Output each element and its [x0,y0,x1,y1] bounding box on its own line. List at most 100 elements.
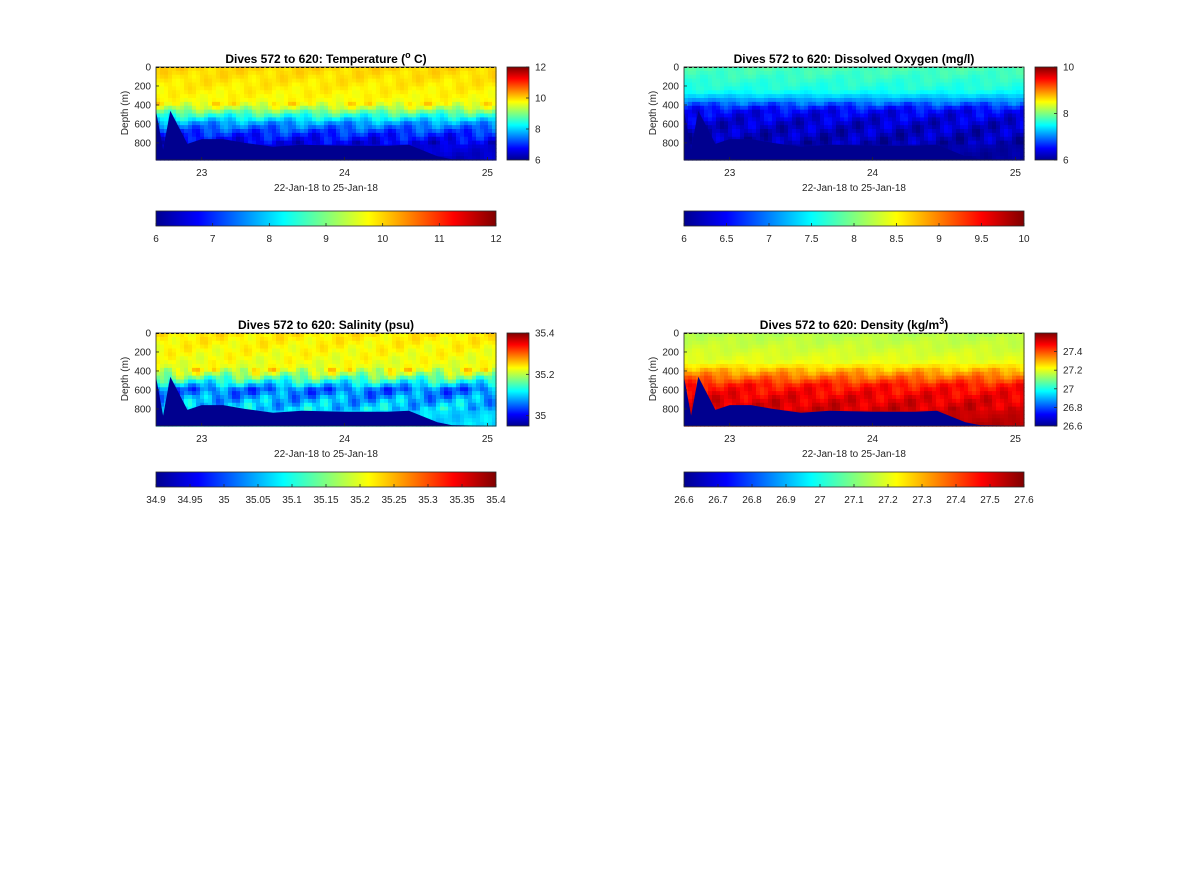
heatmap-cell [344,67,349,72]
heatmap-cell [1016,113,1021,118]
heatmap-cell [488,94,493,99]
heatmap-cell [268,117,273,122]
heatmap-cell [940,109,945,115]
heatmap-cell [776,90,781,95]
heatmap-cell [196,387,201,392]
heatmap-cell [160,129,165,134]
heatmap-cell [268,371,273,377]
heatmap-cell [876,70,881,76]
heatmap-cell [488,117,493,122]
heatmap-cell [288,109,293,115]
heatmap-cell [448,129,453,134]
heatmap-cell [940,94,945,99]
heatmap-cell [896,74,901,80]
heatmap-cell [760,132,765,138]
heatmap-cell [356,129,361,134]
heatmap-cell [772,82,777,87]
heatmap-cell [404,140,409,146]
heatmap-cell [260,82,265,87]
heatmap-cell [864,140,869,146]
heatmap-cell [284,125,289,130]
heatmap-cell [268,94,273,99]
heatmap-cell [168,67,173,72]
heatmap-cell [356,113,361,118]
heatmap-cell [172,371,177,377]
heatmap-cell [428,140,433,146]
heatmap-cell [820,78,825,84]
heatmap-cell [868,136,873,142]
heatmap-cell [180,98,185,103]
heatmap-cell [768,67,773,72]
heatmap-cell [912,113,917,118]
heatmap-cell [288,379,293,384]
heatmap-cell [968,129,973,134]
heatmap-cell [252,105,257,111]
heatmap-cell [1000,132,1005,138]
heatmap-cell [252,356,257,361]
heatmap-cell [324,105,329,111]
heatmap-cell [160,379,165,384]
heatmap-cell [244,78,249,84]
heatmap-cell [292,136,297,142]
heatmap-cell [880,78,885,84]
heatmap-cell [212,364,217,369]
side-colorbar-tick-label: 6 [1063,156,1069,167]
heatmap-cell [988,109,993,115]
heatmap-cell [964,86,969,91]
heatmap-cell [216,129,221,134]
heatmap-cell [444,129,449,134]
heatmap-cell [452,105,457,111]
heatmap-cell [732,132,737,138]
x-axis-label: 22-Jan-18 to 25-Jan-18 [274,183,378,194]
heatmap-cell [916,129,921,134]
heatmap-cell [228,367,233,373]
heatmap-cell [812,86,817,91]
heatmap-cell [284,105,289,111]
heatmap-cell [952,105,957,111]
heatmap-cell [164,86,169,91]
heatmap-cell [480,129,485,134]
heatmap-cell [176,82,181,87]
heatmap-cell [280,117,285,122]
heatmap-cell [400,140,405,146]
heatmap-cell [444,113,449,118]
heatmap-cell [916,70,921,76]
heatmap-cell [276,94,281,99]
heatmap-cell [196,379,201,384]
heatmap-cell [764,70,769,76]
heatmap-cell [744,90,749,95]
heatmap-cell [840,86,845,91]
heatmap-cell [304,125,309,130]
heatmap-cell [752,101,757,107]
heatmap-cell [1020,148,1025,153]
heatmap-cell [412,121,417,126]
heatmap-cell [928,132,933,138]
heatmap-cell [784,140,789,146]
heatmap-cell [884,129,889,134]
heatmap-cell [388,67,393,72]
heatmap-cell [808,101,813,107]
heatmap-cell [912,140,917,146]
heatmap-cell [384,70,389,76]
heatmap-cell [492,148,497,153]
heatmap-cell [324,94,329,99]
heatmap-cell [328,129,333,134]
heatmap-cell [212,117,217,122]
heatmap-cell [264,387,269,392]
heatmap-cell [696,67,701,72]
heatmap-cell [724,117,729,122]
heatmap-cell [756,125,761,130]
heatmap-cell [1008,74,1013,80]
heatmap-cell [272,398,277,404]
heatmap-cell [260,109,265,115]
heatmap-cell [944,136,949,142]
heatmap-cell [308,67,313,72]
heatmap-cell [944,105,949,111]
heatmap-cell [420,70,425,76]
heatmap-cell [356,74,361,80]
x-axis-label: 22-Jan-18 to 25-Jan-18 [802,183,906,194]
heatmap-cell [460,125,465,130]
heatmap-cell [184,105,189,111]
heatmap-cell [312,109,317,115]
heatmap-cell [972,94,977,99]
